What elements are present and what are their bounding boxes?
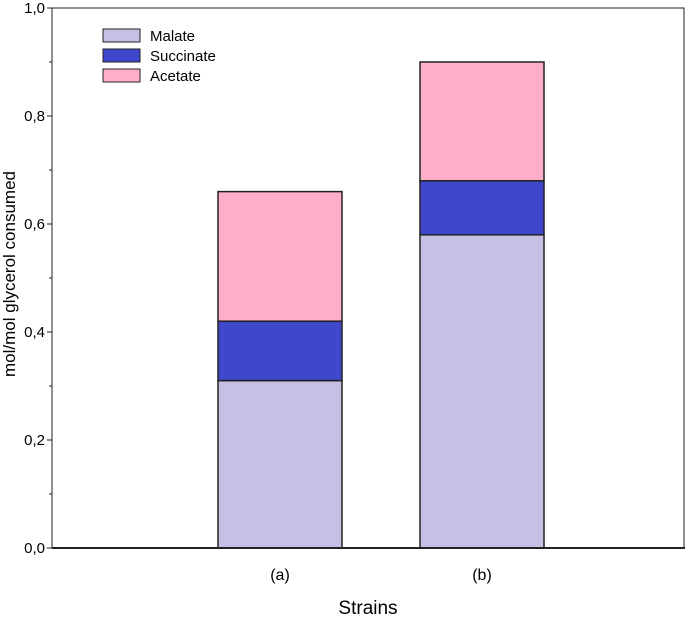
- bar-segment-acetate-1: [419, 61, 545, 182]
- y-tick-label: 1,0: [24, 0, 45, 17]
- bar-segment-malate-1: [419, 234, 545, 549]
- legend-swatch-malate: [102, 28, 141, 43]
- legend-swatch-succinate: [102, 48, 141, 63]
- bar-segment-acetate-0: [217, 190, 343, 322]
- y-tick-label: 0,2: [24, 432, 45, 449]
- legend-label-succinate: Succinate: [150, 48, 216, 65]
- axes-group: (a) (b) 0,0 0,2 0,4 0,6 0,8 1,0: [24, 0, 685, 584]
- legend-label-malate: Malate: [150, 28, 195, 45]
- legend-label-acetate: Acetate: [150, 68, 201, 85]
- y-tick-label: 0,8: [24, 108, 45, 125]
- legend-swatch-acetate: [102, 68, 141, 83]
- bars-group: [217, 61, 545, 549]
- y-tick-label: 0,6: [24, 216, 45, 233]
- bar-segment-succinate-1: [419, 180, 545, 236]
- y-tick-label: 0,0: [24, 540, 45, 557]
- x-axis-label: Strains: [338, 598, 397, 619]
- x-tick-label: (a): [270, 567, 290, 584]
- y-axis-label: mol/mol glycerol consumed: [0, 171, 19, 377]
- x-tick-label: (b): [472, 567, 492, 584]
- plot-frame: [51, 7, 685, 549]
- legend: Malate Succinate Acetate: [102, 28, 216, 85]
- bar-segment-malate-0: [217, 379, 343, 549]
- y-tick-label: 0,4: [24, 324, 45, 341]
- bar-segment-succinate-0: [217, 320, 343, 382]
